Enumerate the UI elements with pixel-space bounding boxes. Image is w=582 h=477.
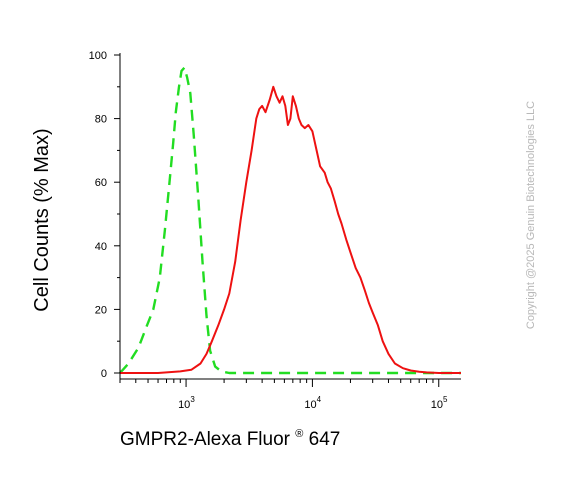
y-tick-label: 100 [89, 50, 107, 62]
y-tick-label: 60 [95, 177, 107, 189]
y-ticks: 0 20 40 60 80 100 [89, 50, 120, 380]
x-tick-label: 104 [304, 395, 321, 411]
y-tick-label: 20 [95, 304, 107, 316]
x-tick-label: 105 [431, 395, 448, 411]
sample-histogram-line [120, 85, 461, 374]
y-axis-title: Cell Counts (% Max) [31, 128, 53, 311]
axes [119, 53, 461, 380]
y-tick-label: 80 [95, 114, 107, 126]
y-tick-label: 40 [95, 241, 107, 253]
copyright-watermark: Copyright @2025 Genuin Biotechnologies L… [525, 101, 537, 329]
x-axis-title-registered-mark: ® [295, 428, 303, 440]
x-axis-title-main: GMPR2-Alexa Fluor [120, 429, 291, 450]
x-axis-title-suffix: 647 [309, 429, 341, 450]
control-histogram-line [119, 66, 461, 375]
x-tick-label: 103 [178, 395, 195, 411]
x-axis-title: GMPR2-Alexa Fluor ® 647 [120, 421, 340, 450]
x-ticks: 103 104 105 [119, 379, 448, 411]
plot-area [119, 66, 461, 375]
y-tick-label: 0 [101, 368, 107, 380]
